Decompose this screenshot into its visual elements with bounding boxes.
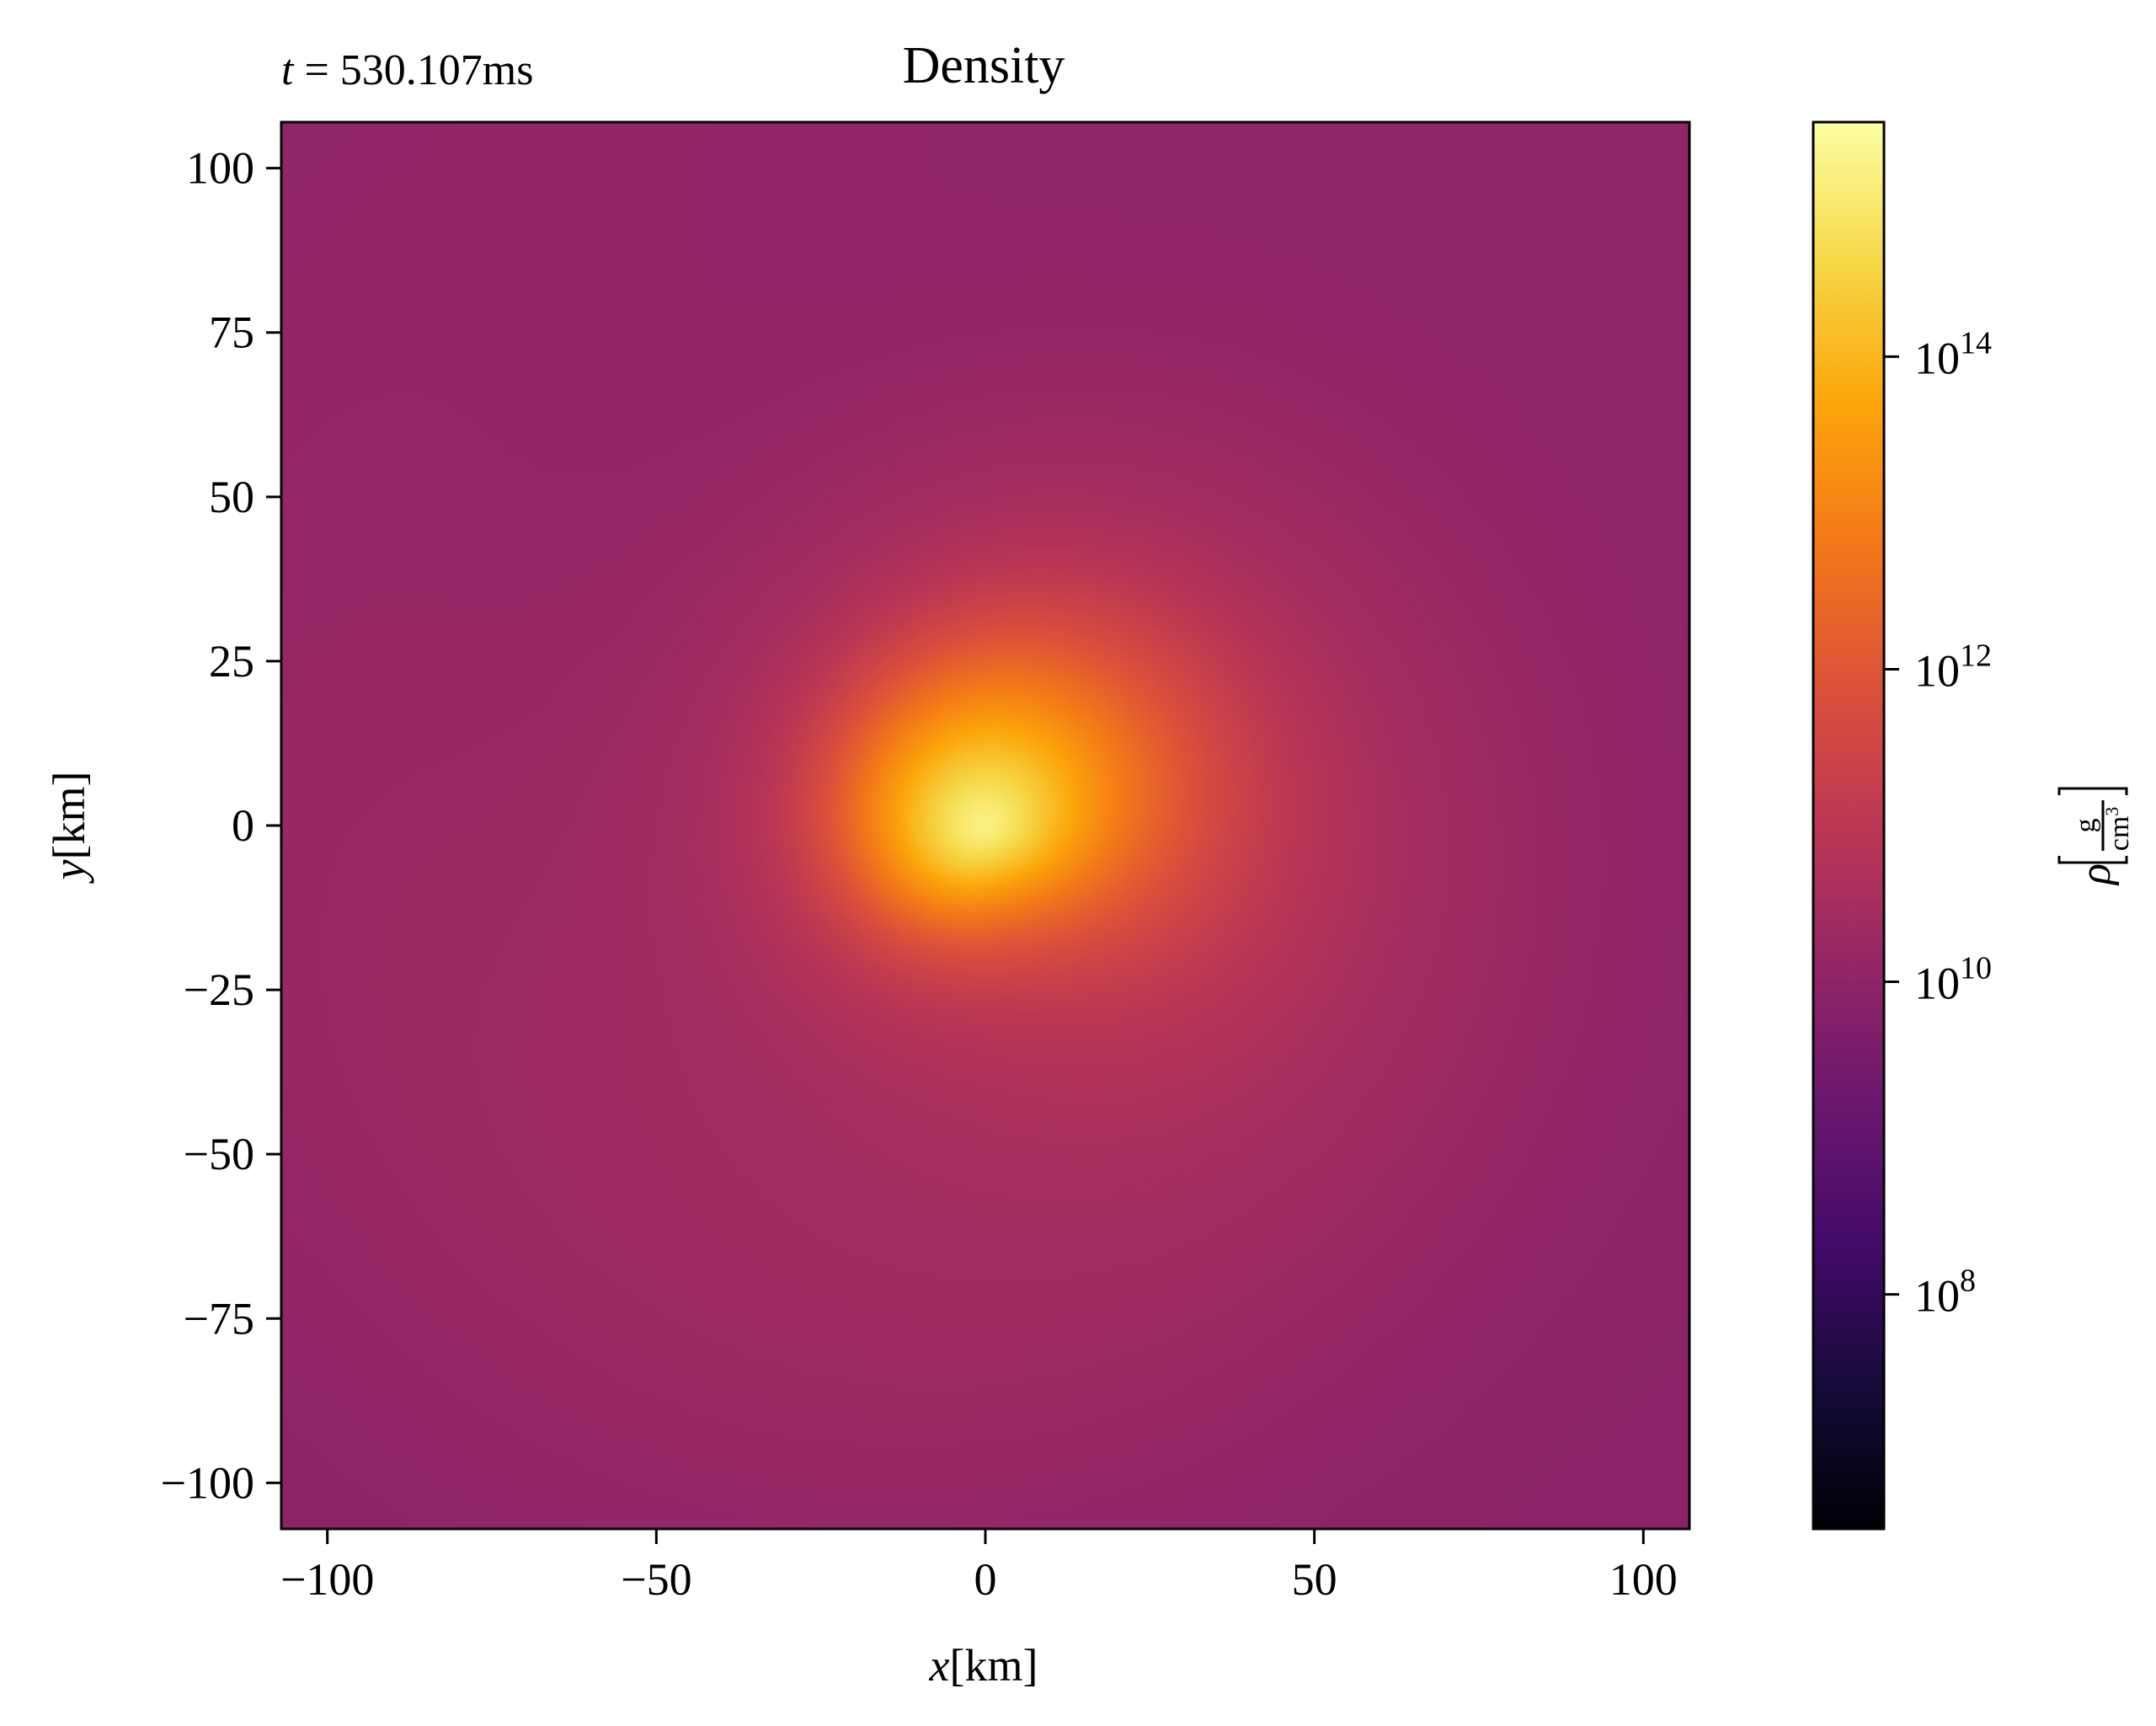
x-tick-label: 100 [1609, 1554, 1678, 1605]
x-axis-label: x[km] [929, 1640, 1038, 1691]
left-bracket [2057, 856, 2128, 864]
chart-title: Density [903, 37, 1065, 94]
colorbar-tick-label: 1014 [1914, 325, 1992, 383]
heatmap-plot [281, 122, 1689, 1529]
y-tick-label: −25 [184, 965, 254, 1015]
y-tick-label: 75 [209, 307, 254, 358]
density-heatmap [281, 122, 1689, 1529]
y-tick-label: 50 [209, 472, 254, 522]
colorbar-label-den: cm3 [2101, 807, 2135, 852]
x-axis-ticks: −100 −50 0 50 100 [280, 1529, 1678, 1605]
colorbar-tick-label: 108 [1914, 1264, 1976, 1322]
x-tick-label: 50 [1292, 1554, 1337, 1605]
y-tick-label: −75 [184, 1293, 254, 1344]
colorbar-tick-label: 1010 [1914, 951, 1992, 1009]
y-tick-label: −100 [161, 1457, 254, 1508]
y-tick-label: 25 [209, 636, 254, 687]
y-tick-label: −50 [184, 1129, 254, 1179]
colorbar-label-num: g [2070, 819, 2101, 833]
x-tick-label: −50 [621, 1554, 691, 1605]
x-tick-label: 0 [974, 1554, 997, 1605]
time-label: t = 530.107ms [281, 46, 533, 94]
colorbar-tick-label: 1012 [1914, 638, 1992, 696]
right-bracket [2057, 787, 2128, 795]
colorbar [1812, 120, 1886, 1531]
y-tick-label: 0 [232, 800, 254, 851]
colorbar-label-var: ρ [2072, 863, 2120, 886]
y-axis-label: y[km] [44, 772, 94, 884]
colorbar-ticks: 108 1010 1012 1014 [1884, 325, 1992, 1322]
x-tick-label: −100 [280, 1554, 374, 1605]
y-axis-ticks: 100 75 50 25 0 −25 −50 −75 −100 [161, 143, 281, 1508]
y-tick-label: 100 [186, 143, 254, 194]
colorbar-label: ρ g cm3 [2057, 787, 2135, 886]
